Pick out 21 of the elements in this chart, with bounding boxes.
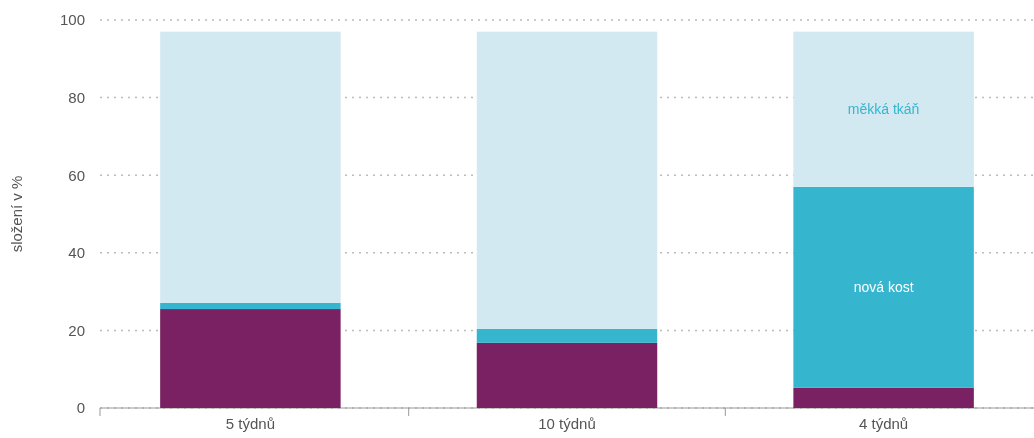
bar <box>476 328 658 343</box>
bar <box>793 387 974 408</box>
y-tick-label: 40 <box>68 244 85 262</box>
y-tick-label: 100 <box>59 11 85 29</box>
bar <box>793 31 974 187</box>
y-tick-label: 0 <box>76 399 85 417</box>
y-axis-title: složení v % <box>8 175 25 253</box>
y-tick-label: 20 <box>68 321 85 339</box>
bar <box>476 31 658 329</box>
y-tick-label: 80 <box>68 88 85 106</box>
bar <box>160 302 341 310</box>
bar <box>476 342 658 408</box>
y-tick-label: 60 <box>68 166 85 184</box>
bar <box>160 309 341 408</box>
bar <box>160 31 341 303</box>
series-label: měkká tkáň <box>847 101 920 118</box>
x-tick-label: 10 týdnů <box>538 414 596 432</box>
x-tick-label: 5 týdnů <box>225 414 275 432</box>
bar <box>793 186 974 388</box>
series-label: nová kost <box>853 279 914 296</box>
x-tick-label: 4 týdnů <box>859 414 909 432</box>
